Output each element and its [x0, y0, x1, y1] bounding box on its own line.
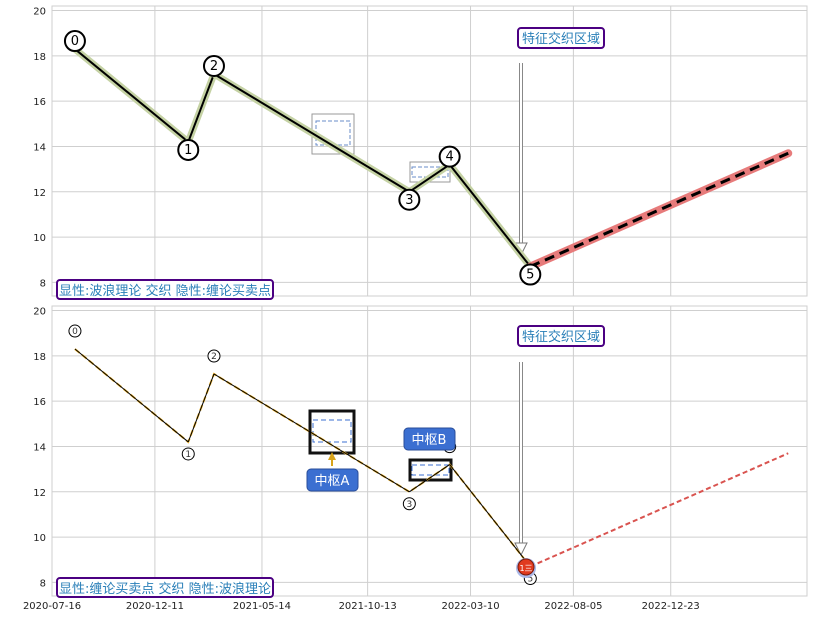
- bottom-wave-label-0: 0: [72, 327, 78, 337]
- top-wave-label-0: 0: [71, 34, 79, 49]
- bottom-wave-label-1: 1: [185, 450, 191, 460]
- bottom-wave-label-2: 2: [211, 352, 217, 362]
- bottom-wave-marker-0: [68, 324, 82, 338]
- bottom-wave-line-4: [409, 464, 450, 493]
- top-wave-label-4: 4: [446, 150, 454, 165]
- bottom-legend-box: [56, 577, 274, 598]
- bottom-y-tick-20: 20: [33, 307, 46, 318]
- bottom-wave-label-5: 5: [527, 575, 533, 585]
- top-wave-label-2: 2: [210, 59, 218, 74]
- top-wave-marker-1: [177, 138, 200, 161]
- x-tick-2020-12-11: 2020-12-11: [126, 601, 184, 612]
- bottom-y-tick-16: 16: [33, 397, 46, 408]
- bottom-wave-line-5: [449, 464, 531, 567]
- top-wave-label-5: 5: [526, 268, 534, 283]
- top-plot-area: [51, 5, 808, 297]
- top-wave-label-1: 1: [184, 143, 192, 158]
- pivot-a-label-box: [306, 468, 359, 492]
- buy-point-marker: [517, 558, 535, 576]
- top-wave-lines: [71, 45, 793, 271]
- top-y-tick-8: 8: [40, 278, 46, 289]
- bottom-forecast-line: [529, 452, 789, 568]
- x-tick-2021-10-13: 2021-10-13: [339, 601, 397, 612]
- top-wave-line-5: [448, 163, 532, 268]
- pivot-a-label: 中枢A: [315, 474, 350, 489]
- top-wave-marker-5: [519, 263, 542, 286]
- top-forecast-band: [526, 149, 793, 271]
- bottom-legend-label: 显性:缠论买卖点 交织 隐性:波浪理论: [59, 581, 271, 597]
- top-feature-label: 特征交织区域: [522, 31, 600, 47]
- bottom-feature-box: [517, 325, 605, 347]
- top-wave-marker-4: [438, 145, 461, 168]
- top-gridlines: [51, 6, 807, 296]
- top-y-tick-14: 14: [33, 142, 46, 153]
- bottom-wave-label-3: 3: [406, 500, 412, 510]
- bottom-y-tick-12: 12: [33, 488, 46, 499]
- bottom-wave-line-3: [213, 373, 410, 493]
- top-wave-marker-0: [63, 30, 86, 53]
- x-tick-2020-07-16: 2020-07-16: [23, 601, 81, 612]
- top-wave-line-2: [187, 73, 215, 143]
- bottom-y-ticks: 8 10 12 14 16 18 20: [33, 307, 46, 590]
- bottom-y-tick-14: 14: [33, 442, 46, 453]
- top-legend-box: [56, 279, 274, 300]
- bottom-wave-marker-1: [181, 447, 195, 461]
- pivot-b-label: 中枢B: [412, 433, 447, 448]
- bottom-wave-marker-3: [402, 497, 416, 511]
- x-tick-2022-08-05: 2022-08-05: [544, 601, 602, 612]
- top-wave-labels: 0 1 2 3 4 5: [63, 30, 542, 286]
- top-y-tick-16: 16: [33, 97, 46, 108]
- x-tick-2021-05-14: 2021-05-14: [233, 601, 291, 612]
- top-y-tick-10: 10: [33, 233, 46, 244]
- bottom-feature-arrow-head: [514, 542, 528, 557]
- top-y-ticks: 8 10 12 14 16 18 20: [33, 7, 46, 290]
- x-tick-2022-03-10: 2022-03-10: [441, 601, 499, 612]
- bottom-wave-line-2: [187, 373, 215, 443]
- top-wave-line-3: [213, 73, 410, 193]
- top-feature-box: [517, 27, 605, 49]
- x-tick-2022-12-23: 2022-12-23: [642, 601, 700, 612]
- top-wave-marker-2: [202, 54, 225, 77]
- top-wave-marker-3: [398, 188, 421, 211]
- bottom-y-tick-10: 10: [33, 533, 46, 544]
- bottom-wave-line-1: [74, 348, 189, 443]
- bottom-y-tick-18: 18: [33, 352, 46, 363]
- top-wave-line-4: [408, 163, 451, 193]
- bottom-decorations: [308, 362, 528, 557]
- top-wave-line-1: [74, 48, 189, 143]
- pivot-b-label-box: [403, 427, 456, 451]
- bottom-plot-area: [51, 305, 808, 597]
- bottom-wave-marker-2: [207, 349, 221, 363]
- pivot-a-pointer-head: [328, 452, 336, 460]
- top-y-tick-12: 12: [33, 188, 46, 199]
- top-legend-label: 显性:波浪理论 交织 隐性:缠论买卖点: [59, 283, 271, 299]
- bottom-pivot-inner-box-a: [312, 419, 352, 443]
- bottom-pivot-box-b: [408, 458, 453, 482]
- x-axis-ticks: 2020-07-16 2020-12-11 2021-05-14 2021-10-13…: [23, 601, 700, 612]
- top-wave-label-3: 3: [405, 193, 413, 208]
- bottom-wave-lines: [74, 348, 789, 568]
- top-y-tick-18: 18: [33, 52, 46, 63]
- bottom-pivot-inner-box-b: [411, 464, 450, 476]
- bottom-feature-label: 特征交织区域: [522, 329, 600, 345]
- bottom-y-tick-8: 8: [40, 578, 46, 589]
- top-y-tick-20: 20: [33, 7, 46, 18]
- buy-point-label: 1三: [519, 564, 532, 573]
